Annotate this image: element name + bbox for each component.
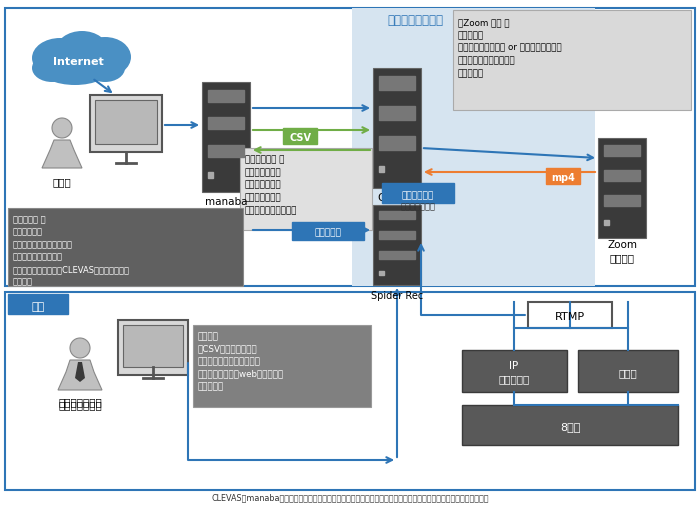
Text: 収録予約
・CSVによる一括登録
　：１日１回、週１回など
・収録予約画面（web）での登録
プレビュー: 収録予約 ・CSVによる一括登録 ：１日１回、週１回など ・収録予約画面（web… [198,332,284,391]
Text: システム管理者: システム管理者 [58,400,102,410]
Bar [8,294,68,314]
Bar [379,270,384,274]
Ellipse shape [32,38,88,78]
Bar [202,82,250,192]
Ellipse shape [39,51,111,85]
Text: CLEVAS: CLEVAS [377,193,417,203]
Text: manaba: manaba [204,197,247,207]
Bar [283,128,317,144]
Bar [382,183,454,203]
Ellipse shape [32,54,72,82]
Text: 学内: 学内 [32,302,45,312]
Bar [208,90,244,102]
Bar [598,138,646,238]
Bar [604,195,640,206]
Text: ニフティクラウド: ニフティクラウド [387,13,443,27]
Circle shape [52,118,72,138]
Circle shape [70,338,90,358]
Bar [379,76,415,90]
Bar [379,231,415,240]
Text: 【Zoom 連携 】
・自動登録
　：メールアドレス or キーワードで検索
　：指定カテゴリへ登録
・手動登録: 【Zoom 連携 】 ・自動登録 ：メールアドレス or キーワードで検索 ：指… [458,18,561,78]
Text: RTMP: RTMP [555,312,585,322]
Bar [208,117,244,129]
Ellipse shape [79,37,131,77]
Text: １日１回／常時: １日１回／常時 [400,203,435,211]
Text: アップロード: アップロード [402,191,434,201]
Bar [604,170,640,181]
Bar [90,95,162,152]
Text: Zoom
クラウド: Zoom クラウド [607,241,637,264]
Bar [95,100,157,144]
Bar [379,166,384,172]
Bar [604,220,608,225]
Bar [379,136,415,150]
Bar [208,145,244,157]
Bar [462,405,678,445]
Text: システム管理者: システム管理者 [58,397,102,407]
Bar [379,106,415,120]
Text: Internet: Internet [52,57,104,67]
Text: カメラ: カメラ [619,368,638,378]
Bar [379,250,415,260]
Bar [118,320,188,375]
Polygon shape [75,362,85,382]
Bar [373,205,421,285]
Text: mp4: mp4 [551,173,575,183]
Text: IP
エンコーダ: IP エンコーダ [498,361,530,385]
Bar [379,211,415,220]
Bar [5,8,695,286]
Bar [292,222,364,240]
Text: コース登録: コース登録 [314,228,342,238]
Ellipse shape [56,31,108,69]
Bar [528,302,612,328]
Bar [193,325,371,407]
Bar [453,10,691,110]
Text: CLEVASとmanabaの連携については、ご導入にお時間をいただく場合がございます。詳細はお問い合わせください。: CLEVASとmanabaの連携については、ご導入にお時間をいただく場合がござい… [211,494,489,503]
Ellipse shape [85,54,125,82]
Polygon shape [42,140,82,168]
Bar [373,68,421,188]
Polygon shape [58,360,102,390]
Text: Spider Rec: Spider Rec [371,291,423,301]
Text: 8教室: 8教室 [560,422,580,432]
Bar [123,325,183,367]
Bar [462,350,567,392]
Bar [352,8,595,286]
Text: 【コース連携 】
・コースリスト
・ユーザリスト
・ロールリスト
（情報取得１日１回）: 【コース連携 】 ・コースリスト ・ユーザリスト ・ロールリスト （情報取得１日… [245,155,298,215]
Bar [604,145,640,156]
Text: 視聴者: 視聴者 [52,177,71,187]
Text: CSV: CSV [289,133,311,143]
Bar [546,168,580,184]
Bar [578,350,678,392]
Bar [5,292,695,490]
Bar [8,208,243,286]
Bar [208,172,213,177]
Bar [240,148,372,230]
Text: 【視聴連携 】
１．ログイン
２．再生コースページ選択
３．再生用ページ表示
　：コース動画一覧（CLEVASカテゴリ機能）
４．再生: 【視聴連携 】 １．ログイン ２．再生コースページ選択 ３．再生用ページ表示 ：… [13,215,130,286]
